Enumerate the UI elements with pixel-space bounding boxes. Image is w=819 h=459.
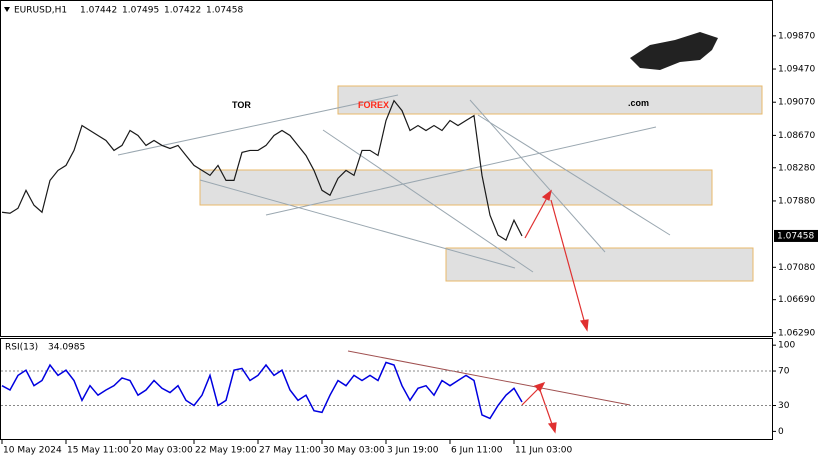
y-tick-label: 100 xyxy=(778,341,795,351)
y-tick-label: 1.09870 xyxy=(778,31,815,41)
x-tick-label: 6 Jun 11:00 xyxy=(451,446,503,456)
logo-forex: FOREX xyxy=(358,100,389,110)
trend-lines xyxy=(117,94,671,273)
y-tick-label: 1.08280 xyxy=(778,163,815,173)
zone xyxy=(199,169,713,206)
x-tick-label: 10 May 2024 xyxy=(3,446,62,456)
symbol: EURUSD,H1 xyxy=(14,6,67,16)
y-tick-label: 1.08670 xyxy=(778,131,815,141)
x-tick-label: 22 May 19:00 xyxy=(195,446,257,456)
bull-icon xyxy=(630,32,718,70)
x-tick-label: 20 May 03:00 xyxy=(131,446,193,456)
y-tick-label: 1.07080 xyxy=(778,263,815,273)
x-tick-label: 11 Jun 03:00 xyxy=(515,446,572,456)
rsi-line xyxy=(1,361,523,420)
zone xyxy=(445,247,754,282)
x-tick-label: 30 May 03:00 xyxy=(323,446,385,456)
rsi-trend xyxy=(347,350,631,406)
ohlc-value: 1.07495 xyxy=(122,6,159,16)
y-tick-label: 1.09070 xyxy=(778,98,815,108)
header-icon xyxy=(4,7,10,12)
y-tick-label: 1.07880 xyxy=(778,196,815,206)
y-tick-label: 70 xyxy=(778,367,790,377)
logo-com: .com xyxy=(628,98,649,108)
ohlc-value: 1.07442 xyxy=(80,6,117,16)
rsi-title: RSI(13) xyxy=(5,343,38,353)
zone xyxy=(337,85,763,115)
ohlc-value: 1.07458 xyxy=(206,6,243,16)
rsi-panel xyxy=(0,338,773,440)
y-tick-label: 0 xyxy=(778,427,784,437)
x-tick-label: 3 Jun 19:00 xyxy=(387,446,439,456)
logo: TOR FOREX .com xyxy=(232,32,718,110)
x-tick-label: 27 May 11:00 xyxy=(259,446,321,456)
last-price-label: 1.07458 xyxy=(777,231,814,241)
rsi-value: 34.0985 xyxy=(48,343,85,353)
logo-tor: TOR xyxy=(232,100,251,110)
forecast-arrows xyxy=(521,189,589,434)
ohlc-value: 1.07422 xyxy=(164,6,201,16)
y-tick-label: 30 xyxy=(778,401,790,411)
last-price-box xyxy=(774,229,818,242)
price-line xyxy=(1,99,523,241)
y-tick-label: 1.06290 xyxy=(778,328,815,338)
y-tick-label: 1.06690 xyxy=(778,295,815,305)
y-tick-label: 1.09470 xyxy=(778,65,815,75)
price-panel xyxy=(0,0,773,337)
x-tick-label: 15 May 11:00 xyxy=(67,446,129,456)
